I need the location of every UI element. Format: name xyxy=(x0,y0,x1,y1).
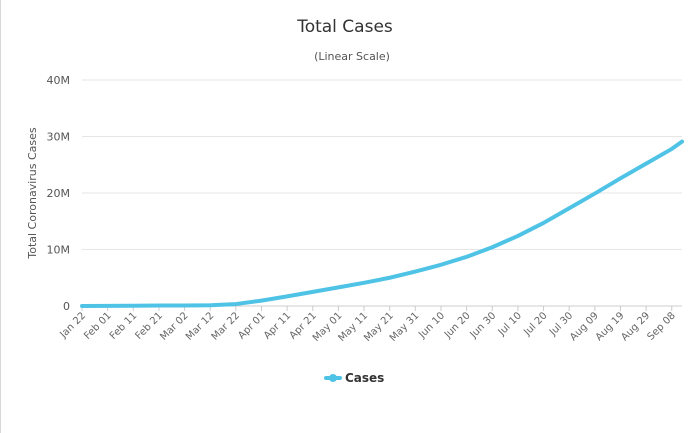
y-axis-label: Total Coronavirus Cases xyxy=(26,127,39,260)
x-tick-label: Apr 11 xyxy=(262,310,293,341)
legend-marker-symbol xyxy=(329,374,337,382)
y-tick-label: 40M xyxy=(47,74,71,87)
y-tick-label: 10M xyxy=(47,244,71,257)
legend[interactable]: Cases xyxy=(324,371,384,385)
x-tick-label: Mar 22 xyxy=(210,310,242,342)
x-tick-label: Feb 01 xyxy=(82,310,114,342)
series-layer xyxy=(80,139,684,308)
x-tick-label: Sep 08 xyxy=(646,310,678,342)
x-tick-label: Jun 10 xyxy=(416,310,447,341)
y-tick-label: 20M xyxy=(47,187,71,200)
x-tick-label: Aug 29 xyxy=(619,310,652,343)
x-tick-label: Jul 10 xyxy=(496,310,524,338)
frame-border xyxy=(0,0,1,433)
y-axis-ticks: 0 10M 20M 30M 40M xyxy=(47,74,71,313)
y-tick-label: 30M xyxy=(47,131,71,144)
grid-lines xyxy=(82,79,682,307)
x-tick-label: Jun 30 xyxy=(468,310,499,341)
x-tick-label: Jul 20 xyxy=(521,310,549,338)
series-line-cases[interactable] xyxy=(80,139,684,308)
chart-title: Total Cases xyxy=(296,17,393,37)
x-tick-label: Feb 11 xyxy=(108,310,140,342)
chart-subtitle: (Linear Scale) xyxy=(314,50,390,63)
legend-item-cases[interactable]: Cases xyxy=(345,371,384,385)
y-tick-label: 0 xyxy=(63,300,70,313)
x-tick-label: Apr 01 xyxy=(236,310,267,341)
x-tick-label: Jun 20 xyxy=(442,310,473,341)
